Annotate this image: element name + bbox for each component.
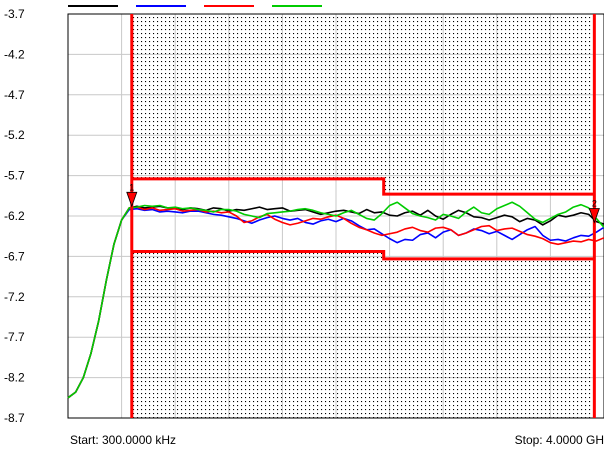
y-axis: -3.7 -4.2 -4.7 -5.2 -5.7 -6.2 -6.7 -7.2 -7.7 -8.2… bbox=[4, 7, 25, 425]
y-tick-label: -6.7 bbox=[4, 249, 25, 263]
marker-2-label: 2 bbox=[592, 198, 597, 208]
plot-frame bbox=[67, 13, 604, 419]
series-line-1 bbox=[67, 205, 604, 399]
markers: 12 bbox=[126, 182, 600, 224]
marker-1-icon bbox=[126, 191, 138, 208]
marker-2-icon bbox=[588, 208, 600, 224]
series-lines bbox=[67, 201, 604, 399]
lower-limit-hatch bbox=[131, 251, 595, 418]
lower-limit-line bbox=[131, 250, 595, 261]
marker-1-label: 1 bbox=[129, 182, 134, 192]
y-tick-label: -6.2 bbox=[4, 209, 25, 223]
y-tick-label: -7.7 bbox=[4, 330, 25, 344]
upper-limit-line bbox=[131, 177, 595, 196]
y-tick-label: -8.7 bbox=[4, 411, 25, 425]
y-tick-label: -4.7 bbox=[4, 88, 25, 102]
x-start-label: Start: 300.0000 kHz bbox=[70, 433, 176, 447]
y-tick-label: -7.2 bbox=[4, 290, 25, 304]
y-tick-label: -8.2 bbox=[4, 371, 25, 385]
limit-hatch-regions bbox=[131, 14, 595, 418]
y-tick-label: -3.7 bbox=[4, 7, 25, 21]
limit-lines bbox=[130, 14, 596, 418]
upper-limit-hatch bbox=[131, 14, 595, 195]
y-tick-label: -4.2 bbox=[4, 47, 25, 61]
series-line-2 bbox=[67, 207, 604, 399]
y-tick-label: -5.2 bbox=[4, 128, 25, 142]
series-line-4 bbox=[67, 201, 604, 399]
y-tick-label: -5.7 bbox=[4, 169, 25, 183]
x-stop-label: Stop: 4.0000 GH bbox=[515, 433, 604, 447]
